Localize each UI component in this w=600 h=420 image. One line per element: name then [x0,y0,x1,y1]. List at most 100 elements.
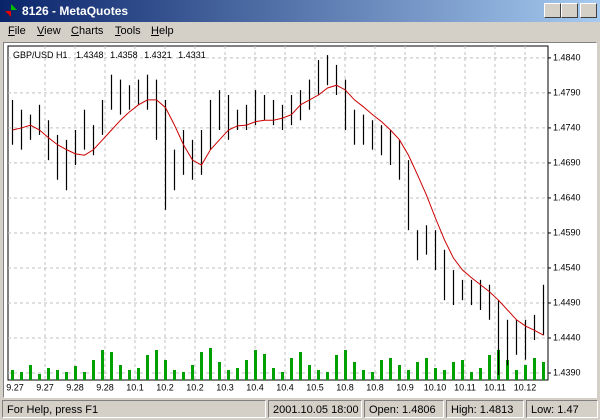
x-tick-label: 10.4 [246,382,264,392]
close-button[interactable] [580,3,597,18]
moving-average [12,84,544,336]
volume-bar [65,372,68,380]
plot-area [7,45,549,381]
x-tick-label: 10.9 [396,382,414,392]
x-tick-label: 10.5 [306,382,324,392]
volume-bar [317,370,320,380]
volume-bar [398,365,401,380]
volume-bar [353,362,356,380]
volume-bar [524,365,527,380]
volume-bar [362,370,365,380]
volume-bar [110,352,113,380]
volume-bar [488,355,491,380]
volume-bar [11,370,14,380]
x-tick-label: 10.3 [216,382,234,392]
minimize-button[interactable] [544,3,561,18]
x-tick-label: 10.8 [366,382,384,392]
y-tick-label: 1.4540 [553,262,581,272]
y-tick-label: 1.4640 [553,192,581,202]
x-tick-label: 10.11 [454,382,476,392]
volume-bar [20,372,23,380]
title-bar: 8126 - MetaQuotes [0,0,600,22]
status-time: 2001.10.05 18:00 [268,400,362,418]
volume-bar [200,352,203,380]
x-tick-label: 10.2 [156,382,174,392]
volume-bar [470,372,473,380]
volume-bar [227,370,230,380]
app-icon [5,4,17,17]
volume-bar [407,370,410,380]
menu-item[interactable]: Tools [115,25,141,37]
volume-bar [425,358,428,380]
volume-bar [101,350,104,380]
volume-bar [254,350,257,380]
volume-bar [119,365,122,380]
volume-bar [182,372,185,380]
status-low: Low: 1.47 [526,400,598,418]
volume-bar [236,368,239,380]
volume-bar [452,362,455,380]
volume-bar [29,365,32,380]
volume-bar [344,350,347,380]
menu-bar: File View Charts Tools Help [0,22,600,41]
x-tick-label: 10.2 [186,382,204,392]
volume-bar [38,374,41,380]
volume-bar [191,365,194,380]
status-open: Open: 1.4806 [364,400,444,418]
volume-bar [308,365,311,380]
volume-bar [515,370,518,380]
volume-bar [245,360,248,380]
x-tick-label: 10.1 [126,382,144,392]
volume-bar [326,372,329,380]
window-title: 8126 - MetaQuotes [22,4,129,18]
volume-bar [74,366,77,380]
volume-bar [335,355,338,380]
y-tick-label: 1.4590 [553,227,581,237]
volume-bar [92,360,95,380]
menu-item[interactable]: Charts [71,25,104,37]
y-tick-label: 1.4690 [553,157,581,167]
volume-bar [506,360,509,380]
x-tick-label: 9.28 [96,382,114,392]
volume-bar [416,362,419,380]
x-tick-label: 10.12 [514,382,537,392]
volume-bar [137,368,140,380]
volume-bar [128,370,131,380]
maximize-button[interactable] [561,3,578,18]
x-tick-label: 9.27 [6,382,24,392]
volume-bar [533,358,536,380]
volume-bar [461,360,464,380]
menu-item[interactable]: View [37,25,61,37]
y-tick-label: 1.4740 [553,122,581,132]
volume-bar [389,358,392,380]
volume-bar [83,372,86,380]
volume-bar [263,354,266,380]
x-tick-label: 10.4 [276,382,294,392]
volume-bar [155,350,158,380]
volume-bar [56,370,59,380]
y-tick-label: 1.4790 [553,87,581,97]
menu-item[interactable]: Help [151,25,174,37]
volume-bar [479,368,482,380]
status-high: High: 1.4813 [446,400,524,418]
volume-bar [164,360,167,380]
volume-bar [272,368,275,380]
volume-bar [443,370,446,380]
volume-bar [218,362,221,380]
volume-bar [434,368,437,380]
x-tick-label: 9.27 [36,382,54,392]
volume-bar [209,348,212,380]
y-tick-label: 1.4490 [553,297,581,307]
volume-bar [290,358,293,380]
volume-bar [47,368,50,380]
y-tick-label: 1.4440 [553,332,581,342]
menu-item[interactable]: File [8,25,26,37]
x-tick-label: 10.10 [424,382,447,392]
x-tick-label: 10.11 [484,382,506,392]
chart: 1.4840 1.4790 1.4740 1.4690 1.4640 1.4590 1.45… [6,45,581,392]
volume-bar [542,362,545,380]
y-tick-label: 1.4390 [553,367,581,377]
x-tick-label: 9.28 [66,382,84,392]
volume-bar [173,370,176,380]
